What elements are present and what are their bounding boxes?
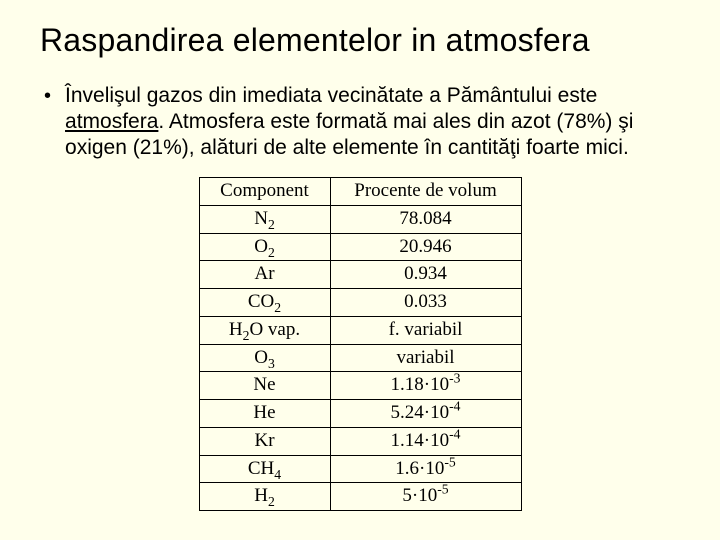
cell-component: Ne	[199, 372, 330, 400]
cell-component: CO2	[199, 289, 330, 317]
cell-component: CH4	[199, 455, 330, 483]
table-row: Kr1.14·10-4	[199, 427, 521, 455]
cell-value: 78.084	[330, 205, 521, 233]
cell-component: N2	[199, 205, 330, 233]
slide: Raspandirea elementelor in atmosfera • Î…	[0, 0, 720, 540]
table-row: H25·10-5	[199, 483, 521, 511]
cell-value: 0.033	[330, 289, 521, 317]
table-row: Ar0.934	[199, 261, 521, 289]
cell-value: f. variabil	[330, 316, 521, 344]
table-body: N278.084O220.946Ar0.934CO20.033H2O vap.f…	[199, 205, 521, 510]
cell-value: 5.24·10-4	[330, 400, 521, 428]
cell-component: Ar	[199, 261, 330, 289]
table-row: O3variabil	[199, 344, 521, 372]
slide-title: Raspandirea elementelor in atmosfera	[40, 22, 680, 59]
cell-value: 1.18·10-3	[330, 372, 521, 400]
bullet-pre: Învelişul gazos din imediata vecinătate …	[65, 84, 597, 107]
composition-table: Component Procente de volum N278.084O220…	[199, 177, 522, 511]
cell-component: H2	[199, 483, 330, 511]
cell-component: H2O vap.	[199, 316, 330, 344]
table-row: H2O vap.f. variabil	[199, 316, 521, 344]
cell-value: 0.934	[330, 261, 521, 289]
cell-value: 1.6·10-5	[330, 455, 521, 483]
table-row: CH41.6·10-5	[199, 455, 521, 483]
cell-component: Kr	[199, 427, 330, 455]
table-row: O220.946	[199, 233, 521, 261]
table-row: CO20.033	[199, 289, 521, 317]
cell-value: 5·10-5	[330, 483, 521, 511]
table-row: He5.24·10-4	[199, 400, 521, 428]
header-component: Component	[199, 178, 330, 206]
bullet-text: Învelişul gazos din imediata vecinătate …	[65, 83, 665, 161]
header-percent: Procente de volum	[330, 178, 521, 206]
cell-value: 1.14·10-4	[330, 427, 521, 455]
bullet-row: • Învelişul gazos din imediata vecinătat…	[40, 83, 680, 161]
cell-value: 20.946	[330, 233, 521, 261]
bullet-underlined: atmosfera	[65, 110, 158, 133]
table-container: Component Procente de volum N278.084O220…	[40, 177, 680, 511]
table-row: Ne1.18·10-3	[199, 372, 521, 400]
cell-component: O2	[199, 233, 330, 261]
cell-component: O3	[199, 344, 330, 372]
cell-value: variabil	[330, 344, 521, 372]
table-row: N278.084	[199, 205, 521, 233]
cell-component: He	[199, 400, 330, 428]
table-header-row: Component Procente de volum	[199, 178, 521, 206]
bullet-icon: •	[44, 83, 51, 109]
